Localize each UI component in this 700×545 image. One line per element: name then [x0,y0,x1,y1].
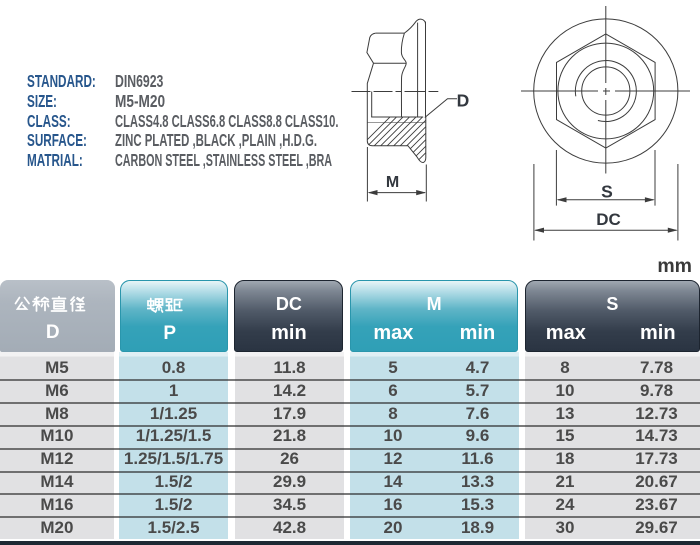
svg-text:S: S [601,181,613,201]
svg-text:DC: DC [596,210,621,229]
svg-text:D: D [457,90,470,110]
svg-text:M: M [386,174,399,191]
